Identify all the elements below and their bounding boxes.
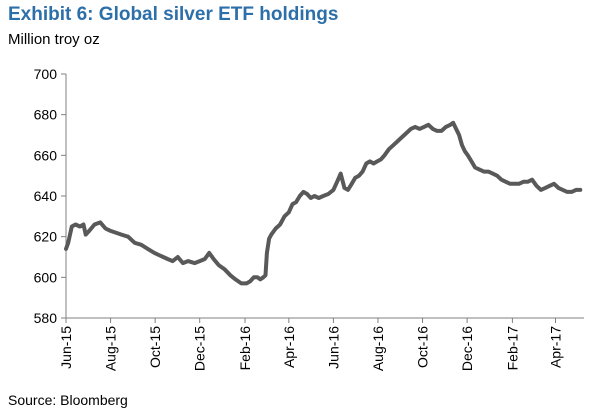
y-tick-label: 660: [34, 147, 58, 163]
source-note: Source: Bloomberg: [8, 392, 128, 408]
chart-title: Exhibit 6: Global silver ETF holdings: [8, 4, 339, 25]
x-tick-label: Apr-17: [548, 326, 564, 368]
x-tick-label: Oct-15: [147, 326, 163, 368]
x-axis-ticks: Jun-15 Aug-15 Oct-15 Dec-15 Feb-16 Apr-16 Jun-…: [58, 318, 564, 371]
series-line: [64, 120, 583, 286]
y-tick-label: 580: [34, 310, 58, 326]
x-tick-label: Dec-15: [192, 326, 208, 371]
x-tick-label: Oct-16: [415, 326, 431, 368]
y-axis-unit-label: Million troy oz: [8, 31, 100, 48]
x-tick-label: Feb-17: [504, 326, 520, 371]
x-tick-label: Dec-16: [459, 326, 475, 371]
y-axis-ticks: 580 600 620 640 660 680 700: [34, 66, 66, 326]
x-tick-label: Jun-15: [58, 326, 74, 369]
y-tick-label: 700: [34, 66, 58, 82]
x-tick-label: Aug-15: [103, 326, 119, 371]
y-tick-label: 600: [34, 269, 58, 285]
y-tick-label: 640: [34, 188, 58, 204]
x-tick-label: Aug-16: [370, 326, 386, 371]
x-tick-label: Apr-16: [281, 326, 297, 368]
x-tick-label: Jun-16: [325, 326, 341, 369]
x-tick-label: Feb-16: [237, 326, 253, 371]
y-tick-label: 680: [34, 107, 58, 123]
series-group: [64, 120, 583, 286]
y-tick-label: 620: [34, 229, 58, 245]
